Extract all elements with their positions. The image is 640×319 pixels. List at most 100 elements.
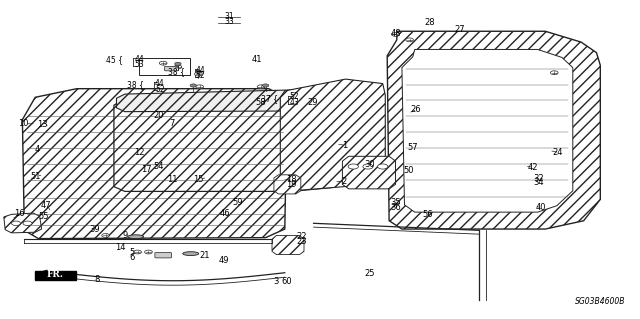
Text: 50: 50	[403, 166, 413, 175]
Polygon shape	[35, 271, 76, 280]
Circle shape	[159, 61, 167, 65]
Text: 20: 20	[154, 111, 164, 120]
Text: 24: 24	[553, 148, 563, 157]
Text: 7: 7	[169, 119, 174, 128]
FancyBboxPatch shape	[164, 66, 179, 71]
Text: 42: 42	[527, 163, 538, 172]
Text: 49: 49	[219, 256, 229, 265]
Text: 18: 18	[286, 175, 296, 184]
Text: 19: 19	[286, 180, 296, 189]
Text: 55: 55	[38, 212, 49, 221]
Polygon shape	[280, 79, 385, 191]
Text: 10: 10	[19, 119, 29, 128]
Text: 60: 60	[282, 277, 292, 286]
Polygon shape	[274, 175, 301, 194]
Text: 37 {: 37 {	[260, 94, 278, 103]
FancyBboxPatch shape	[139, 58, 190, 75]
Text: 29: 29	[307, 98, 317, 107]
Text: 35: 35	[390, 198, 401, 207]
Text: 31: 31	[224, 12, 234, 21]
Text: 36: 36	[390, 204, 401, 212]
Circle shape	[145, 250, 152, 254]
Text: 17: 17	[141, 165, 151, 174]
Text: 52: 52	[155, 85, 164, 94]
Circle shape	[196, 85, 204, 89]
Circle shape	[190, 84, 196, 87]
Text: 5: 5	[130, 248, 135, 256]
Circle shape	[195, 70, 202, 73]
Polygon shape	[387, 31, 600, 229]
Text: 34: 34	[534, 178, 544, 187]
Text: 16: 16	[15, 209, 25, 218]
Text: 59: 59	[233, 198, 243, 207]
Text: 2: 2	[341, 177, 346, 186]
Circle shape	[102, 234, 109, 237]
Text: 22: 22	[297, 232, 307, 241]
Text: 13: 13	[37, 120, 47, 129]
Text: 26: 26	[411, 105, 421, 114]
Circle shape	[262, 84, 269, 87]
Polygon shape	[4, 213, 42, 233]
Text: 21: 21	[200, 251, 210, 260]
Text: 1: 1	[342, 141, 347, 150]
Text: 44: 44	[155, 79, 164, 88]
Text: 30: 30	[365, 160, 375, 169]
Polygon shape	[22, 89, 287, 239]
Circle shape	[550, 71, 558, 75]
Text: 45 {: 45 {	[106, 56, 123, 64]
Circle shape	[12, 221, 20, 226]
Circle shape	[175, 62, 181, 65]
Text: 4: 4	[35, 145, 40, 154]
FancyBboxPatch shape	[155, 253, 172, 258]
Text: 39: 39	[90, 225, 100, 234]
Text: 52: 52	[196, 71, 205, 80]
Text: 27: 27	[454, 25, 465, 34]
Text: 38 {: 38 {	[127, 80, 144, 89]
Text: 40: 40	[536, 204, 546, 212]
Text: 56: 56	[422, 210, 433, 219]
Text: 53: 53	[134, 60, 144, 69]
Text: SG03B4600B: SG03B4600B	[575, 297, 626, 306]
Text: 33: 33	[224, 17, 234, 26]
Circle shape	[257, 85, 265, 89]
Text: 46: 46	[220, 209, 230, 218]
Polygon shape	[342, 156, 396, 189]
Circle shape	[195, 72, 202, 76]
Circle shape	[392, 33, 399, 36]
Text: 11: 11	[168, 175, 178, 184]
Polygon shape	[116, 90, 330, 112]
Text: 6: 6	[130, 253, 135, 262]
Text: 3: 3	[274, 277, 279, 286]
Text: 15: 15	[193, 175, 204, 184]
Text: 9: 9	[122, 231, 127, 240]
Text: 25: 25	[365, 269, 375, 278]
Text: 57: 57	[408, 143, 418, 152]
Circle shape	[134, 250, 141, 254]
Text: 8: 8	[95, 275, 100, 284]
Text: 43: 43	[289, 98, 299, 107]
Text: 47: 47	[41, 201, 51, 210]
Text: FR.: FR.	[47, 271, 63, 279]
Circle shape	[23, 221, 32, 226]
Circle shape	[406, 38, 413, 42]
Text: 58: 58	[256, 98, 266, 107]
Text: 28: 28	[425, 19, 435, 27]
Text: 32: 32	[534, 174, 544, 182]
Text: 23: 23	[297, 237, 307, 246]
Polygon shape	[402, 49, 573, 212]
Circle shape	[348, 164, 358, 169]
Text: 44: 44	[134, 55, 144, 63]
Text: 14: 14	[115, 243, 125, 252]
Text: 51: 51	[30, 172, 40, 181]
Text: 38 {: 38 {	[168, 67, 185, 76]
Text: 52: 52	[289, 92, 299, 101]
Circle shape	[378, 164, 388, 169]
Polygon shape	[114, 94, 336, 191]
Circle shape	[174, 65, 182, 69]
Text: 48: 48	[390, 29, 401, 38]
Circle shape	[363, 164, 373, 169]
Ellipse shape	[183, 252, 198, 256]
Text: 44: 44	[196, 66, 205, 75]
Text: 41: 41	[252, 56, 262, 64]
Ellipse shape	[128, 235, 144, 239]
